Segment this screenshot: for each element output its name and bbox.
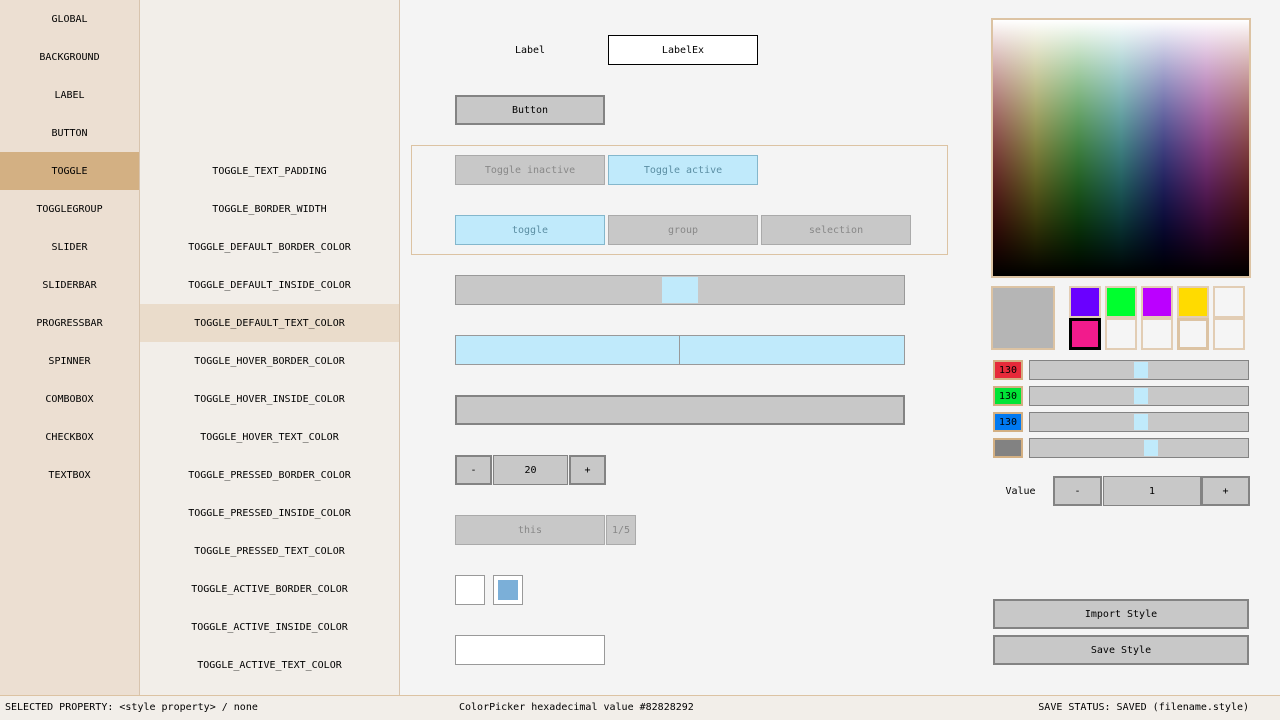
import-style-button[interactable]: Import Style — [993, 599, 1249, 629]
save-status: SAVE STATUS: SAVED (filename.style) — [1038, 702, 1249, 713]
spinner-minus-button[interactable]: - — [455, 455, 492, 485]
color-swatch[interactable] — [1213, 318, 1245, 350]
blue-slider[interactable] — [1029, 412, 1249, 432]
checkbox-unchecked[interactable] — [455, 575, 485, 605]
property-item[interactable]: TOGGLE_PRESSED_INSIDE_COLOR — [188, 507, 351, 519]
sliderbar[interactable] — [455, 335, 905, 365]
color-swatch[interactable] — [1069, 286, 1101, 318]
category-item[interactable]: SLIDER — [51, 241, 88, 253]
color-swatch[interactable] — [1141, 318, 1173, 350]
toggle-active[interactable]: Toggle active — [608, 155, 758, 185]
category-item[interactable]: SLIDERBAR — [42, 279, 97, 291]
category-item[interactable]: TEXTBOX — [48, 469, 91, 481]
hex-value-status: ColorPicker hexadecimal value #82828292 — [459, 702, 694, 713]
combobox[interactable]: this — [455, 515, 605, 545]
textbox[interactable] — [455, 635, 605, 665]
spinner-plus-button[interactable]: + — [569, 455, 606, 485]
color-swatch[interactable] — [1213, 286, 1245, 318]
property-item[interactable]: TOGGLE_ACTIVE_BORDER_COLOR — [191, 583, 348, 595]
property-item[interactable]: TOGGLE_HOVER_TEXT_COLOR — [200, 431, 339, 443]
toggle-group-selection[interactable]: selection — [761, 215, 911, 245]
slider-handle[interactable] — [662, 277, 698, 303]
color-swatch[interactable] — [1105, 286, 1137, 318]
property-item[interactable]: TOGGLE_PRESSED_TEXT_COLOR — [194, 545, 345, 557]
spinner-value[interactable]: 20 — [493, 455, 568, 485]
blue-value[interactable]: 130 — [993, 412, 1023, 432]
property-list: TOGGLE_TEXT_PADDING TOGGLE_BORDER_WIDTH TO… — [140, 0, 400, 695]
color-swatch[interactable] — [1069, 318, 1101, 350]
property-item[interactable]: TOGGLE_HOVER_BORDER_COLOR — [194, 355, 345, 367]
category-item[interactable]: PROGRESSBAR — [36, 317, 103, 329]
color-palette — [1069, 286, 1249, 350]
value-label: Value — [1005, 485, 1036, 497]
color-swatch[interactable] — [1105, 318, 1137, 350]
color-picker-area[interactable] — [991, 18, 1251, 278]
alpha-slider[interactable] — [1029, 438, 1249, 458]
combobox-counter[interactable]: 1/5 — [606, 515, 636, 545]
property-item[interactable]: TOGGLE_DEFAULT_INSIDE_COLOR — [188, 279, 351, 291]
category-list: GLOBAL BACKGROUND LABEL BUTTON TOGGLE TOGGLEG… — [0, 0, 140, 695]
category-item[interactable]: TOGGLEGROUP — [36, 203, 103, 215]
value-minus-button[interactable]: - — [1053, 476, 1102, 506]
selected-property-status: SELECTED PROPERTY: <style property> / no… — [5, 702, 258, 713]
property-item[interactable]: TOGGLE_PRESSED_BORDER_COLOR — [188, 469, 351, 481]
category-item[interactable]: COMBOBOX — [45, 393, 94, 405]
save-style-button[interactable]: Save Style — [993, 635, 1249, 665]
color-swatch[interactable] — [1141, 286, 1173, 318]
color-swatch[interactable] — [1177, 286, 1209, 318]
label-ex: LabelEx — [608, 35, 758, 65]
value-plus-button[interactable]: + — [1201, 476, 1250, 506]
current-color-preview — [991, 286, 1055, 350]
category-item[interactable]: CHECKBOX — [45, 431, 94, 443]
label: Label — [514, 44, 546, 56]
sliderbar-fill — [456, 336, 680, 364]
toggle-group-toggle[interactable]: toggle — [455, 215, 605, 245]
toggle-group-box — [411, 145, 948, 255]
property-item[interactable]: TOGGLE_DEFAULT_TEXT_COLOR — [140, 304, 399, 342]
category-item[interactable]: GLOBAL — [51, 13, 88, 25]
property-item[interactable]: TOGGLE_HOVER_INSIDE_COLOR — [194, 393, 345, 405]
category-item[interactable]: SPINNER — [48, 355, 91, 367]
property-item[interactable]: TOGGLE_ACTIVE_INSIDE_COLOR — [191, 621, 348, 633]
value-field[interactable]: 1 — [1103, 476, 1201, 506]
category-item[interactable]: LABEL — [54, 89, 85, 101]
color-swatch[interactable] — [1177, 318, 1209, 350]
toggle-inactive[interactable]: Toggle inactive — [455, 155, 605, 185]
check-mark — [498, 580, 518, 600]
green-value[interactable]: 130 — [993, 386, 1023, 406]
status-bar: SELECTED PROPERTY: <style property> / no… — [0, 695, 1280, 720]
category-item[interactable]: TOGGLE — [0, 152, 139, 190]
red-value[interactable]: 130 — [993, 360, 1023, 380]
property-item[interactable]: TOGGLE_TEXT_PADDING — [212, 165, 327, 177]
checkbox-checked[interactable] — [493, 575, 523, 605]
category-item[interactable]: BACKGROUND — [39, 51, 100, 63]
red-slider[interactable] — [1029, 360, 1249, 380]
slider[interactable] — [455, 275, 905, 305]
progressbar — [455, 395, 905, 425]
property-item[interactable]: TOGGLE_BORDER_WIDTH — [212, 203, 327, 215]
property-item[interactable]: TOGGLE_ACTIVE_TEXT_COLOR — [197, 659, 342, 671]
alpha-preview — [993, 438, 1023, 458]
property-item[interactable]: TOGGLE_DEFAULT_BORDER_COLOR — [188, 241, 351, 253]
toggle-group-group[interactable]: group — [608, 215, 758, 245]
button[interactable]: Button — [455, 95, 605, 125]
category-item[interactable]: BUTTON — [51, 127, 88, 139]
green-slider[interactable] — [1029, 386, 1249, 406]
